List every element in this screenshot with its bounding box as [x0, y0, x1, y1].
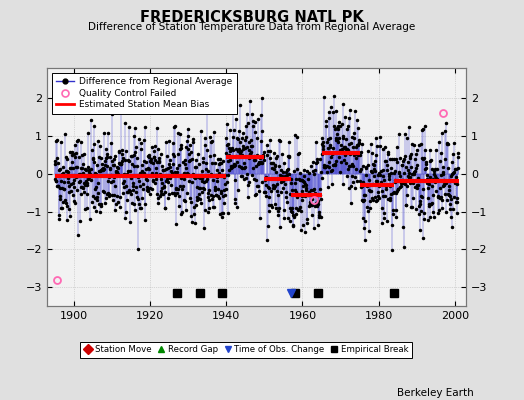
- Legend: Station Move, Record Gap, Time of Obs. Change, Empirical Break: Station Move, Record Gap, Time of Obs. C…: [80, 342, 412, 358]
- Legend: Difference from Regional Average, Quality Control Failed, Estimated Station Mean: Difference from Regional Average, Qualit…: [52, 72, 236, 114]
- Text: Difference of Station Temperature Data from Regional Average: Difference of Station Temperature Data f…: [88, 22, 415, 32]
- Text: Berkeley Earth: Berkeley Earth: [398, 388, 474, 398]
- Text: FREDERICKSBURG NATL PK: FREDERICKSBURG NATL PK: [139, 10, 364, 25]
